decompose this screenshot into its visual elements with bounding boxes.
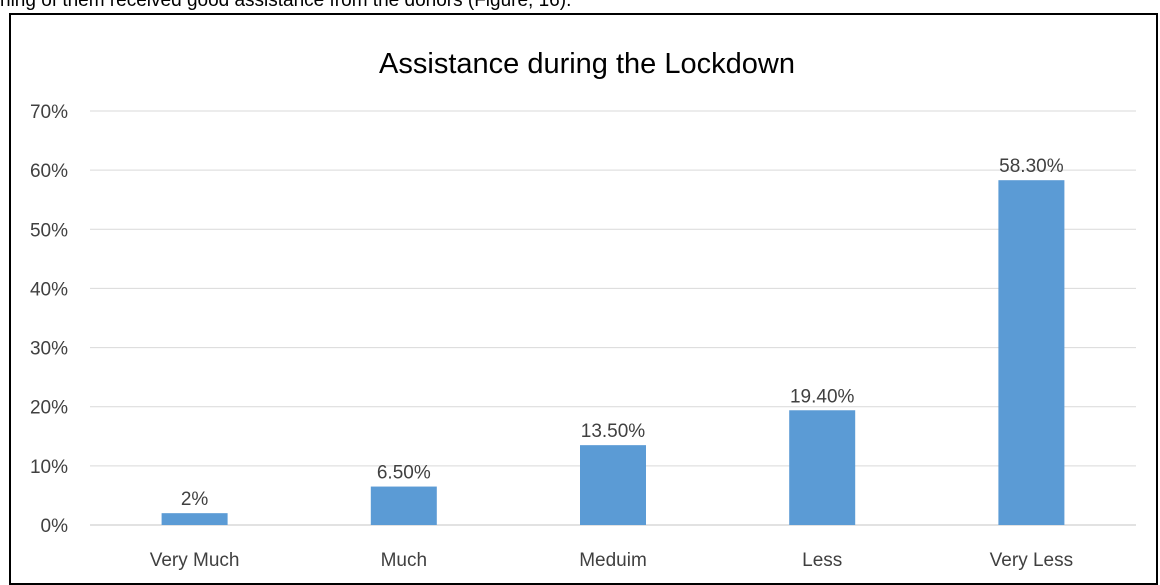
bar — [789, 410, 856, 525]
y-tick-label: 50% — [30, 220, 68, 241]
data-label: 6.50% — [377, 463, 431, 484]
y-tick-label: 20% — [30, 398, 68, 419]
data-label: 13.50% — [581, 421, 646, 442]
bar — [161, 513, 228, 525]
x-axis-ticks: Very Much Much Meduim Less Very Less — [150, 550, 1073, 571]
bar — [998, 180, 1065, 525]
bars — [161, 180, 1065, 525]
x-tick-label: Very Much — [150, 550, 240, 571]
y-axis-ticks: 0% 10% 20% 30% 40% 50% 60% 70% — [30, 102, 68, 537]
y-tick-label: 30% — [30, 339, 68, 360]
data-label: 58.30% — [999, 156, 1064, 177]
y-tick-label: 70% — [30, 102, 68, 123]
data-label: 19.40% — [790, 386, 855, 407]
x-tick-label: Much — [381, 550, 427, 571]
bar — [580, 445, 646, 525]
chart-title: Assistance during the Lockdown — [379, 48, 795, 80]
x-tick-label: Less — [802, 550, 842, 571]
y-tick-label: 40% — [30, 279, 68, 300]
x-tick-label: Very Less — [990, 550, 1073, 571]
data-labels: 2% 6.50% 13.50% 19.40% 58.30% — [181, 156, 1064, 510]
y-tick-label: 60% — [30, 161, 68, 182]
bar — [370, 486, 437, 525]
y-tick-label: 0% — [41, 516, 69, 537]
data-label: 2% — [181, 489, 209, 510]
y-tick-label: 10% — [30, 457, 68, 478]
x-tick-label: Meduim — [579, 550, 647, 571]
context-text: ning of them received good assistance fr… — [0, 0, 572, 11]
